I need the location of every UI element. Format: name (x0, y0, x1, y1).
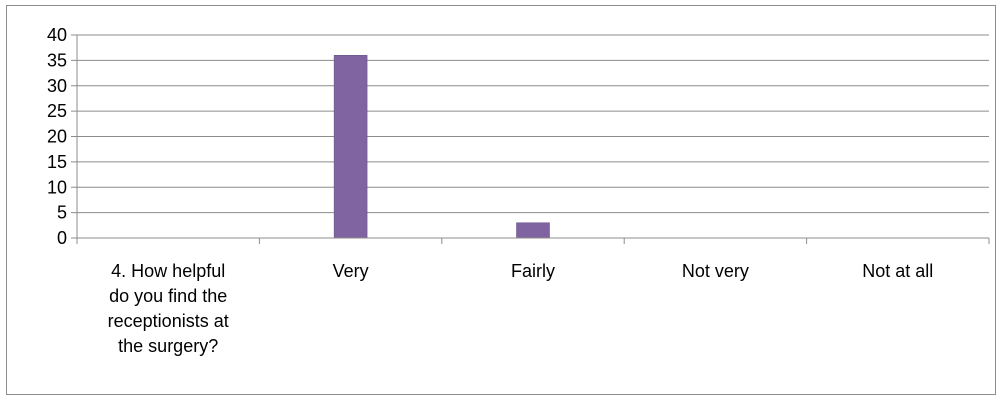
axes (71, 34, 990, 244)
bar-chart: 0 5 10 15 20 25 30 35 40 4. How helpful do you fi… (47, 25, 990, 356)
bars (333, 55, 550, 239)
x-tick-label-line: the surgery? (118, 336, 218, 356)
bar (333, 55, 368, 239)
x-tick-label: Not very (682, 261, 749, 281)
x-tick-label-line: Not at all (862, 261, 933, 281)
x-tick-label-line: receptionists at (108, 311, 229, 331)
x-tick-label-line: Not very (682, 261, 749, 281)
gridlines (77, 34, 989, 214)
x-tick-label-line: Very (333, 261, 369, 281)
y-tick-label: 35 (47, 50, 67, 70)
y-tick-label: 20 (47, 127, 67, 147)
x-tick-label: Not at all (862, 261, 933, 281)
y-tick-label: 30 (47, 76, 67, 96)
x-tick-label: 4. How helpful do you find the receptionis… (108, 261, 229, 356)
chart-frame: 0 5 10 15 20 25 30 35 40 4. How helpful do you fi… (6, 5, 996, 395)
x-tick-labels: 4. How helpful do you find the receptionis… (108, 261, 934, 356)
y-tick-label: 0 (57, 228, 67, 248)
x-tick-label: Very (333, 261, 369, 281)
y-tick-label: 25 (47, 101, 67, 121)
bar (516, 222, 550, 239)
x-tick-label: Fairly (511, 261, 555, 281)
y-tick-labels: 0 5 10 15 20 25 30 35 40 (47, 25, 67, 248)
x-tick-label-line: 4. How helpful (111, 261, 225, 281)
y-tick-label: 40 (47, 25, 67, 45)
x-tick-label-line: do you find the (109, 286, 227, 306)
y-tick-label: 10 (47, 177, 67, 197)
y-tick-label: 15 (47, 152, 67, 172)
y-tick-label: 5 (57, 203, 67, 223)
x-tick-label-line: Fairly (511, 261, 555, 281)
